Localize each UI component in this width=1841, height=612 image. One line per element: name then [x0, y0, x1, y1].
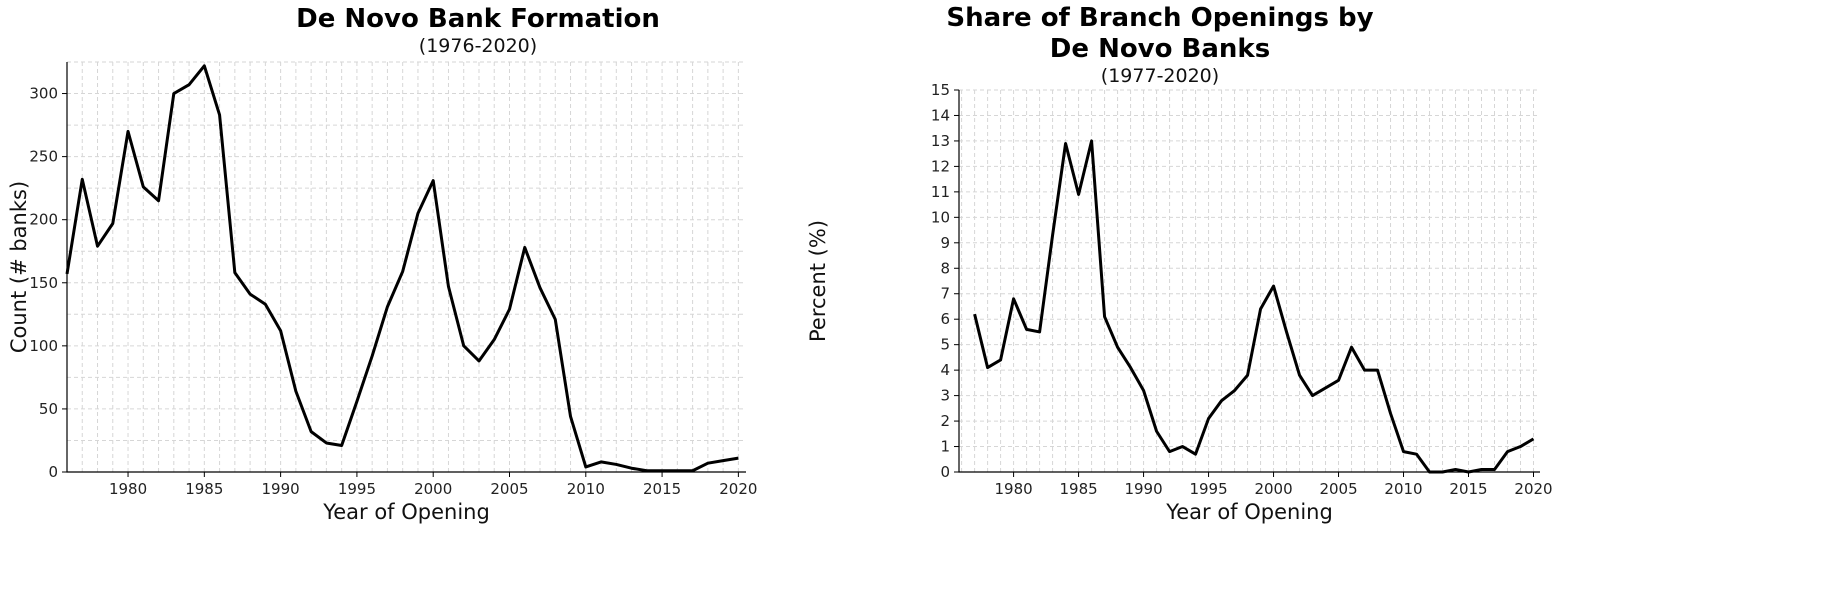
chart-title: De Novo Bank Formation: [296, 4, 660, 34]
y-tick-label: 2: [940, 412, 950, 430]
plot-frame: [66, 62, 746, 473]
x-tick-label: 2010: [567, 480, 605, 498]
y-tick-label: 50: [39, 400, 58, 418]
x-tick-label: 1985: [185, 480, 223, 498]
x-tick-label: 2020: [719, 480, 757, 498]
y-tick-label: 0: [48, 463, 58, 481]
y-tick-label: 4: [940, 361, 950, 379]
chart-title-line2: De Novo Banks: [1050, 34, 1270, 64]
y-tick-label: 10: [931, 208, 950, 226]
x-tick-label: 1980: [109, 480, 147, 498]
y-tick-label: 7: [940, 285, 950, 303]
y-tick-label: 11: [931, 183, 950, 201]
y-tick-label: 250: [29, 148, 58, 166]
x-tick-label: 2010: [1384, 480, 1422, 498]
x-tick-label: 2005: [1319, 480, 1357, 498]
chart-de-novo-bank-formation: De Novo Bank Formation (1976-2020) 1980 1…: [7, 4, 757, 524]
y-tick-label: 200: [29, 211, 58, 229]
grid-lines: [66, 61, 746, 473]
series-line: [973, 139, 1535, 474]
x-tick-label: 1995: [1189, 480, 1227, 498]
y-tick-label: 12: [931, 157, 950, 175]
x-tick-label: 1980: [994, 480, 1032, 498]
x-tick-label: 1990: [1124, 480, 1162, 498]
x-tick-label: 1985: [1059, 480, 1097, 498]
x-tick-label: 1995: [338, 480, 376, 498]
chart-subtitle: (1977-2020): [1101, 65, 1219, 87]
y-axis-label: Count (# banks): [7, 181, 31, 353]
axis-ticks: 1980 1985 1990 1995 2000 2005 2010 2015 20200123…: [931, 81, 1553, 498]
plot-frame: [958, 90, 1540, 473]
x-tick-label: 2020: [1514, 480, 1552, 498]
x-tick-label: 2015: [643, 480, 681, 498]
y-tick-label: 13: [931, 132, 950, 150]
grid-lines: [959, 89, 1540, 473]
y-tick-label: 0: [940, 463, 950, 481]
y-tick-label: 15: [931, 81, 950, 99]
axis-ticks: 1980 1985 1990 1995 2000 2005 2010 2015 2020 0 50 1…: [29, 85, 757, 498]
x-tick-label: 2000: [1254, 480, 1292, 498]
chart-title-line1: Share of Branch Openings by: [946, 3, 1373, 33]
x-tick-label: 1990: [262, 480, 300, 498]
y-tick-label: 150: [29, 274, 58, 292]
x-tick-label: 2000: [414, 480, 452, 498]
x-axis-label: Year of Opening: [1165, 500, 1333, 524]
x-axis-label: Year of Opening: [322, 500, 490, 524]
x-tick-label: 2015: [1449, 480, 1487, 498]
y-axis-label: Percent (%): [806, 220, 830, 342]
y-tick-label: 14: [931, 106, 950, 124]
series-line: [65, 64, 739, 473]
y-tick-label: 300: [29, 85, 58, 103]
y-tick-label: 6: [940, 310, 950, 328]
chart-subtitle: (1976-2020): [419, 35, 537, 57]
x-tick-label: 2005: [490, 480, 528, 498]
y-tick-label: 5: [940, 336, 950, 354]
y-tick-label: 9: [940, 234, 950, 252]
y-tick-label: 3: [940, 387, 950, 405]
chart-share-of-branch-openings: Share of Branch Openings by De Novo Bank…: [806, 3, 1553, 524]
y-tick-label: 1: [940, 438, 950, 456]
y-tick-label: 8: [940, 259, 950, 277]
y-tick-label: 100: [29, 337, 58, 355]
